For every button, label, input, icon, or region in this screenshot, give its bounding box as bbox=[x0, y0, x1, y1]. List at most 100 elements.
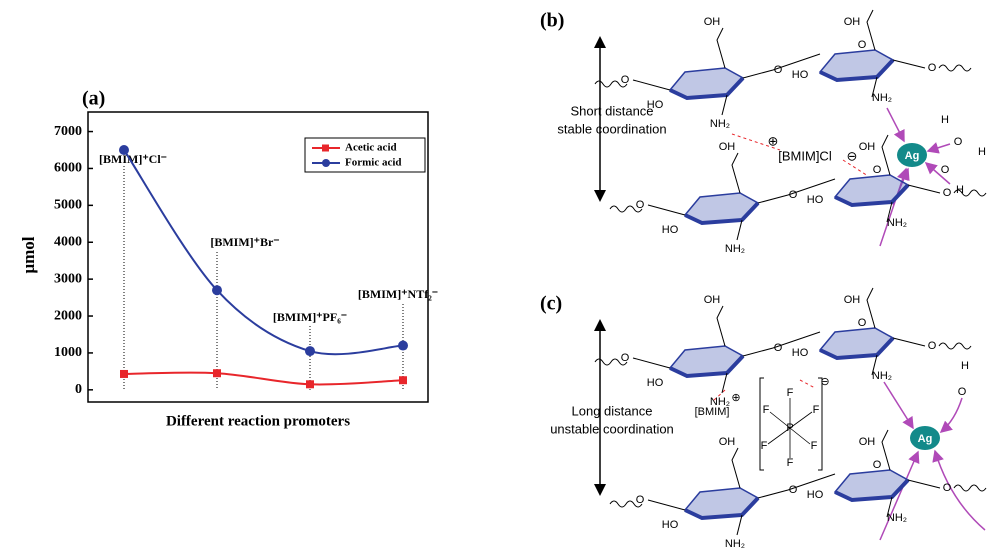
caption: Short distance bbox=[570, 103, 653, 118]
marker bbox=[120, 369, 128, 378]
coordination bbox=[932, 449, 986, 531]
atom-label: OH bbox=[859, 141, 876, 153]
coordination bbox=[924, 162, 951, 185]
marker bbox=[212, 285, 222, 296]
atom-label: O bbox=[774, 342, 783, 354]
atom-label: OH bbox=[719, 141, 736, 153]
side-chain bbox=[731, 152, 741, 194]
label: P bbox=[786, 422, 793, 434]
h-bond bbox=[799, 379, 816, 389]
caption: Long distance bbox=[572, 403, 653, 418]
amine-bond bbox=[721, 372, 728, 394]
label: O bbox=[941, 164, 950, 176]
label: F bbox=[761, 440, 768, 452]
category-label: [BMIM]⁺Cl⁻ bbox=[99, 152, 167, 166]
label: ⊖ bbox=[847, 148, 858, 163]
coordination bbox=[886, 107, 905, 143]
link bbox=[647, 178, 941, 216]
legend-marker bbox=[322, 159, 330, 167]
coordination bbox=[879, 450, 920, 541]
atom-label: O bbox=[621, 74, 630, 86]
atom-label: O bbox=[858, 317, 867, 329]
label: F bbox=[763, 404, 770, 416]
atom-label: HO bbox=[647, 377, 664, 389]
metal: Ag bbox=[918, 433, 933, 445]
label: F bbox=[813, 404, 820, 416]
atom-label: O bbox=[928, 62, 937, 74]
bonds bbox=[767, 398, 813, 458]
bracket bbox=[759, 377, 823, 471]
chart-title: (a) bbox=[82, 88, 105, 110]
category-label: [BMIM]⁺NTf₂⁻ bbox=[358, 287, 438, 301]
atom-label: O bbox=[636, 199, 645, 211]
amine-bond bbox=[871, 76, 878, 98]
label: O bbox=[954, 136, 963, 148]
side-chain bbox=[716, 305, 726, 347]
side-chain bbox=[866, 287, 876, 329]
wave bbox=[953, 189, 987, 197]
ring-front bbox=[834, 478, 910, 503]
atom-label: O bbox=[789, 484, 798, 496]
amine-bond bbox=[736, 219, 743, 241]
ring-front bbox=[819, 58, 895, 83]
wave bbox=[594, 80, 628, 88]
atom-label: NH₂ bbox=[710, 118, 730, 130]
diagrams: (b) Short distance stable coordination (… bbox=[540, 9, 987, 550]
marker bbox=[213, 369, 221, 378]
side-chain bbox=[881, 134, 891, 176]
amine-bond bbox=[871, 354, 878, 376]
silver-ion bbox=[910, 426, 940, 450]
label: [BMIM]Cl bbox=[778, 148, 832, 163]
atom-label: OH bbox=[704, 294, 721, 306]
atom-label: OH bbox=[859, 436, 876, 448]
label: H bbox=[956, 184, 964, 196]
silver-ion bbox=[897, 143, 927, 167]
side-chain bbox=[866, 9, 876, 51]
y-tick-label: 3000 bbox=[54, 271, 82, 286]
y-tick-label: 7000 bbox=[54, 124, 82, 139]
label: ⊕ bbox=[731, 392, 740, 404]
y-tick-label: 1000 bbox=[54, 345, 82, 360]
atom-label: O bbox=[873, 164, 882, 176]
marker bbox=[399, 376, 407, 385]
marker bbox=[119, 145, 129, 156]
panel-label: (b) bbox=[540, 10, 564, 32]
y-tick-label: 6000 bbox=[54, 161, 82, 176]
atom-label: O bbox=[943, 482, 952, 494]
atom-label: HO bbox=[807, 489, 824, 501]
atom-label: O bbox=[943, 187, 952, 199]
h-bond bbox=[711, 389, 726, 403]
wave bbox=[609, 500, 643, 508]
atom-label: NH₂ bbox=[710, 396, 730, 408]
y-tick-label: 5000 bbox=[54, 198, 82, 213]
label: F bbox=[811, 440, 818, 452]
label: H bbox=[941, 114, 949, 126]
label: O bbox=[958, 386, 967, 398]
coordination bbox=[939, 397, 963, 433]
atom-label: O bbox=[873, 459, 882, 471]
label: [BMIM] bbox=[695, 406, 730, 418]
link bbox=[632, 331, 926, 369]
y-axis-title: μmol bbox=[19, 236, 38, 273]
label: H bbox=[961, 360, 969, 372]
atom-label: NH₂ bbox=[725, 243, 745, 255]
panel-label: (c) bbox=[540, 293, 562, 315]
side-chain bbox=[716, 27, 726, 69]
series-line bbox=[123, 149, 404, 356]
ring-front bbox=[684, 201, 760, 226]
x-axis-title: Different reaction promoters bbox=[166, 413, 350, 429]
caption: unstable coordination bbox=[550, 421, 674, 436]
h-bond bbox=[731, 133, 781, 151]
plot-frame bbox=[87, 111, 429, 403]
atom-label: HO bbox=[662, 224, 679, 236]
label: ⊕ bbox=[768, 133, 779, 148]
metal: Ag bbox=[905, 150, 920, 162]
atom-label: NH₂ bbox=[887, 512, 907, 524]
ring-front bbox=[669, 76, 745, 101]
chart-a: (a) Different reaction promoters μmol 0 1… bbox=[19, 88, 438, 430]
ring-front bbox=[834, 183, 910, 208]
atom-label: O bbox=[858, 39, 867, 51]
atom-label: O bbox=[621, 352, 630, 364]
ring-front bbox=[819, 336, 895, 361]
